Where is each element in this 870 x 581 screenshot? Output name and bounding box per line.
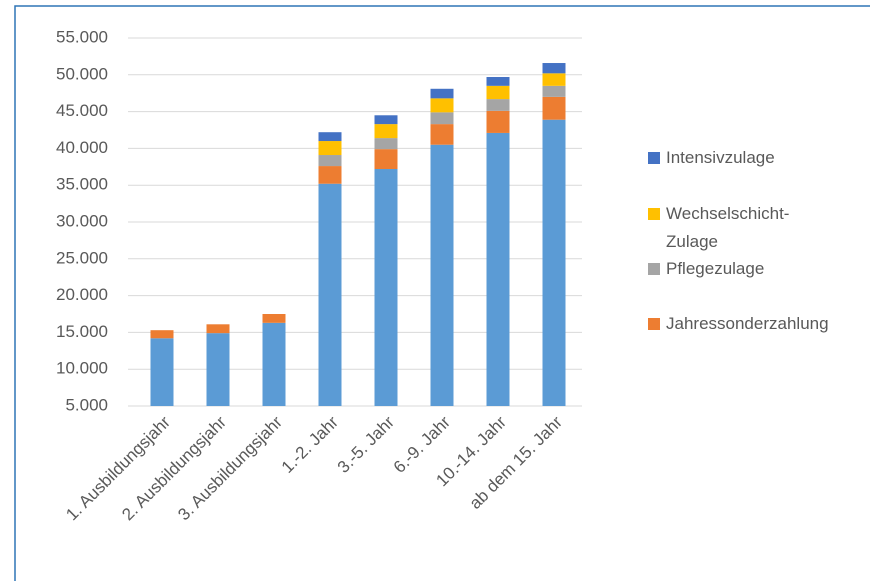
bar-segment (262, 322, 286, 406)
x-tick-label: 1. Ausbildungsjahr (62, 412, 174, 524)
y-tick-label: 20.000 (56, 285, 108, 304)
bar-segment (542, 96, 566, 120)
legend-label: Pflegezulage (666, 259, 765, 278)
bar-segment (318, 132, 342, 142)
bar-segment (486, 132, 510, 406)
legend-item: Wechselschicht-Zulage (648, 200, 789, 256)
y-tick-label: 10.000 (56, 359, 108, 378)
y-tick-label: 25.000 (56, 248, 108, 267)
legend-swatch (648, 318, 660, 330)
bar-segment (262, 314, 286, 323)
bar-segment (430, 98, 454, 113)
x-tick-label: 2. Ausbildungsjahr (118, 412, 230, 524)
legend-swatch (648, 152, 660, 164)
bar-segment (318, 141, 342, 156)
x-tick-label: 3.-5. Jahr (334, 412, 398, 476)
bar-segment (374, 138, 398, 150)
bar-segment (374, 149, 398, 170)
legend-label: Wechselschicht-Zulage (666, 204, 790, 251)
bar-segment (430, 124, 454, 145)
bar-segment (542, 85, 566, 97)
bar-segment (374, 169, 398, 406)
legend-swatch (648, 263, 660, 275)
bar-segment (374, 124, 398, 139)
legend-item: Jahressonderzahlung (648, 310, 829, 338)
x-tick-label: 1.-2. Jahr (278, 412, 342, 476)
bar-segment (486, 110, 510, 133)
y-tick-label: 5.000 (65, 395, 108, 414)
frame-border (14, 5, 870, 581)
bar-segment (318, 155, 342, 167)
bar-segment (430, 144, 454, 406)
legend-item: Pflegezulage (648, 255, 764, 283)
y-tick-label: 55.000 (56, 27, 108, 46)
bar-segment (318, 183, 342, 406)
legend-swatch (648, 208, 660, 220)
bar-segment (542, 73, 566, 86)
bar-segment (430, 112, 454, 125)
bar-segment (206, 333, 230, 406)
bar-segment (486, 77, 510, 86)
y-tick-label: 45.000 (56, 101, 108, 120)
y-tick-label: 40.000 (56, 138, 108, 157)
bar-segment (486, 85, 510, 100)
bar-segment (318, 166, 342, 184)
bar-segment (486, 99, 510, 111)
bar-segment (206, 324, 230, 334)
x-tick-label: 3. Ausbildungsjahr (174, 412, 286, 524)
bar-segment (430, 88, 454, 99)
legend-item: Intensivzulage (648, 144, 775, 172)
y-tick-label: 30.000 (56, 211, 108, 230)
y-tick-label: 35.000 (56, 175, 108, 194)
legend-label: Intensivzulage (666, 148, 775, 167)
legend-label: Jahressonderzahlung (666, 314, 829, 333)
y-tick-label: 15.000 (56, 322, 108, 341)
bar-segment (150, 338, 174, 406)
bar-segment (150, 330, 174, 339)
y-tick-label: 50.000 (56, 64, 108, 83)
bar-segment (374, 115, 398, 125)
bar-segment (542, 119, 566, 407)
bar-segment (542, 63, 566, 74)
